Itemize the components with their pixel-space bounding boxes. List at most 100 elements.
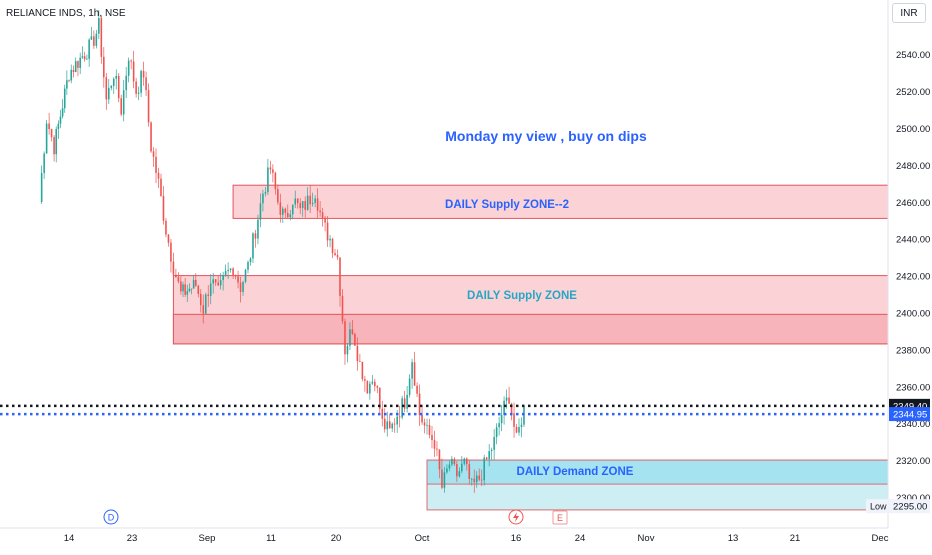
candle-body xyxy=(165,220,167,235)
candle-body xyxy=(74,61,77,73)
candle-body xyxy=(369,383,371,394)
candle-body xyxy=(70,69,73,81)
candle-body xyxy=(279,202,282,215)
candle-body xyxy=(324,217,326,223)
candle-body xyxy=(510,403,513,414)
split-marker-icon[interactable] xyxy=(508,509,524,525)
candle-body xyxy=(110,85,113,88)
candle-body xyxy=(192,279,195,289)
candle-body xyxy=(463,458,466,464)
candle-body xyxy=(79,57,81,68)
candle-body xyxy=(83,56,86,60)
y-tick-label: 2400.00 xyxy=(896,309,930,320)
candle-body xyxy=(418,393,421,416)
x-tick-label: Oct xyxy=(415,533,430,544)
candle-body xyxy=(388,421,391,429)
candle-body xyxy=(468,464,471,479)
candle-body xyxy=(93,36,95,46)
candle-body xyxy=(284,208,287,213)
candle-body xyxy=(272,169,274,173)
candle-body xyxy=(518,427,520,433)
candle-body xyxy=(316,198,319,211)
candle-body xyxy=(299,203,302,209)
candle-body xyxy=(55,128,58,155)
candle-body xyxy=(160,178,162,196)
x-tick-label: 20 xyxy=(331,533,342,544)
price-levels-layer xyxy=(0,404,888,416)
low-label: Low xyxy=(870,502,887,512)
candle-body xyxy=(57,123,60,129)
candle-body xyxy=(239,282,242,292)
y-tick-label: 2500.00 xyxy=(896,124,930,135)
candle-body xyxy=(431,434,433,441)
candle-body xyxy=(40,173,43,202)
y-tick-label: 2540.00 xyxy=(896,50,930,61)
candle-body xyxy=(112,78,115,86)
candle-body xyxy=(197,285,200,294)
symbol-header[interactable]: RELIANCE INDS, 1h, NSE xyxy=(6,8,126,19)
candle-body xyxy=(478,475,481,480)
candle-body xyxy=(443,472,446,488)
y-tick-label: 2520.00 xyxy=(896,87,930,98)
zones-layer xyxy=(172,184,889,511)
candle-body xyxy=(43,153,45,174)
earnings-marker[interactable]: E xyxy=(552,510,568,525)
candle-body xyxy=(421,415,423,423)
candle-body xyxy=(66,80,68,89)
candle-body xyxy=(498,423,500,428)
interval: 1h xyxy=(88,8,100,19)
currency-button[interactable]: INR xyxy=(892,3,926,23)
candle-body xyxy=(500,415,503,424)
zone-2 xyxy=(172,313,889,345)
candle-body xyxy=(428,424,431,435)
candles-layer xyxy=(40,10,525,493)
view-annotation: Monday my view , buy on dips xyxy=(445,128,647,144)
candle-body xyxy=(242,281,244,292)
candle-body xyxy=(209,283,212,296)
candle-body xyxy=(488,451,490,460)
candle-body xyxy=(77,61,79,68)
x-tick-label: Nov xyxy=(638,533,655,544)
candle-body xyxy=(523,406,525,425)
x-tick-label: Dec xyxy=(872,533,889,544)
candle-body xyxy=(398,416,401,418)
candle-body xyxy=(354,333,356,346)
candle-body xyxy=(483,457,486,481)
candle-body xyxy=(515,426,518,433)
candle-body xyxy=(326,222,329,241)
candle-body xyxy=(374,381,376,387)
candle-body xyxy=(381,408,384,419)
candle-body xyxy=(456,464,458,477)
x-tick-label: 16 xyxy=(511,533,522,544)
candle-body xyxy=(286,212,289,218)
candle-body xyxy=(396,416,398,425)
candle-body xyxy=(122,90,125,115)
candle-body xyxy=(441,469,443,488)
candle-body xyxy=(426,424,428,426)
candle-body xyxy=(247,261,249,270)
candle-body xyxy=(503,400,505,416)
candle-body xyxy=(505,397,508,401)
candle-body xyxy=(408,378,411,395)
candle-body xyxy=(351,329,354,334)
candle-body xyxy=(289,214,292,218)
candle-body xyxy=(475,475,478,483)
candle-body xyxy=(257,219,259,239)
y-axis: 2300.00 2320.00 2340.00 2360.00 2380.00 2400.… xyxy=(866,0,930,528)
candle-body xyxy=(184,284,186,295)
x-tick-label: 13 xyxy=(728,533,739,544)
candle-body xyxy=(336,255,339,258)
candle-body xyxy=(339,257,341,296)
dividend-marker[interactable]: D xyxy=(103,509,119,525)
candle-body xyxy=(155,156,157,173)
candle-body xyxy=(237,276,239,283)
candle-body xyxy=(222,275,224,281)
candle-body xyxy=(214,279,217,283)
candle-body xyxy=(495,427,498,438)
candle-body xyxy=(217,282,219,286)
candle-body xyxy=(386,421,389,430)
candle-body xyxy=(301,201,304,209)
symbol-name: RELIANCE INDS xyxy=(6,8,83,19)
